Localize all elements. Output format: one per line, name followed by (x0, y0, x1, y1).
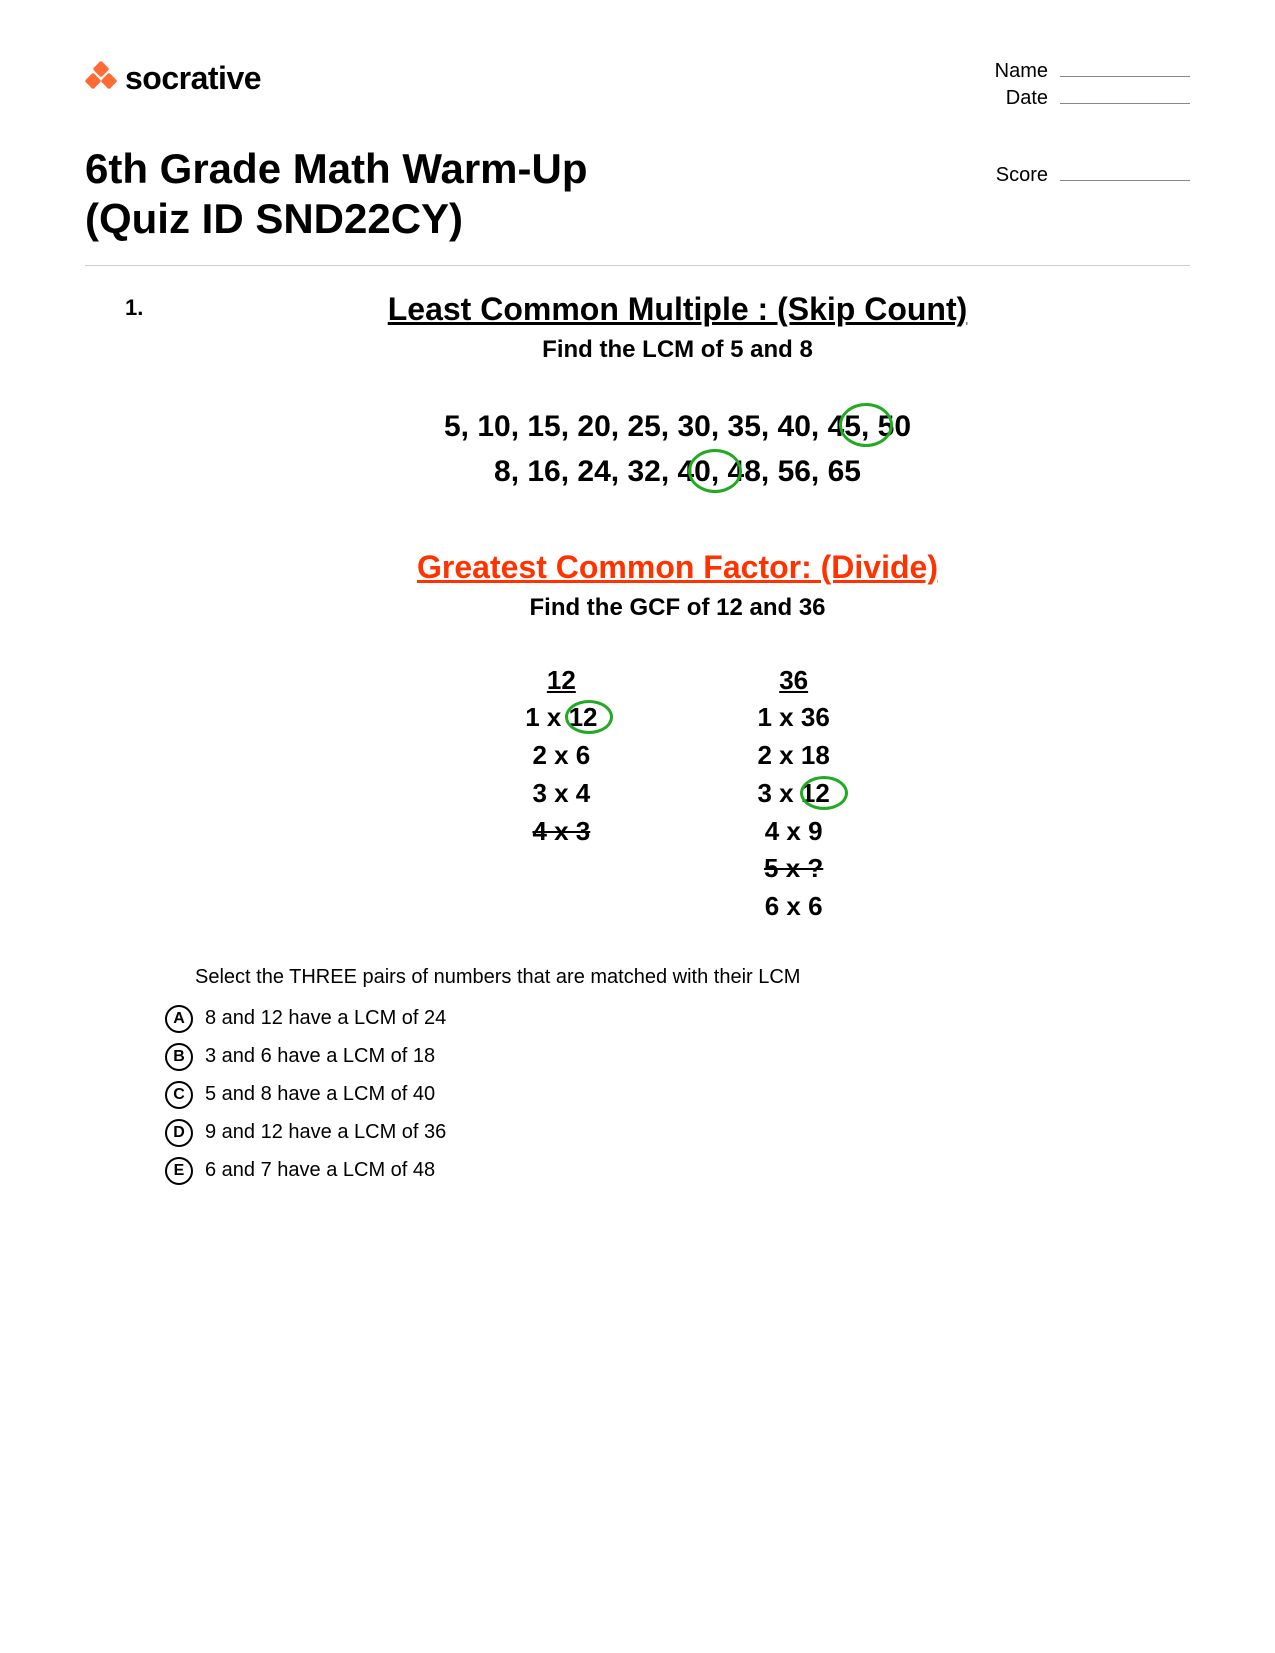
date-label: Date (992, 87, 1056, 110)
choice-e-letter: E (165, 1157, 193, 1185)
col36-r5: 5 x ? (764, 850, 823, 888)
divider (85, 265, 1190, 266)
score-label: Score (992, 164, 1056, 187)
answer-choices: A 8 and 12 have a LCM of 24 B 3 and 6 ha… (165, 1005, 1190, 1185)
question-1: 1. Least Common Multiple : (Skip Count) … (85, 291, 1190, 1195)
col36-r3: 3 x 12 (758, 775, 830, 813)
skip-line-2: 8, 16, 24, 32, 40, 48, 56, 65 (494, 449, 861, 494)
factor-col-36: 36 1 x 36 2 x 18 3 x 12 4 x 9 5 x ? 6 x … (758, 662, 830, 926)
logo-icon (85, 61, 117, 97)
col36-r4: 4 x 9 (765, 813, 823, 851)
question-prompt: Select the THREE pairs of numbers that a… (165, 966, 1190, 989)
col12-r1-text: 1 x 12 (525, 702, 597, 732)
col36-head: 36 (758, 662, 830, 700)
brand-name: socrative (125, 60, 261, 97)
skip-line-1: 5, 10, 15, 20, 25, 30, 35, 40, 45, 50 (444, 404, 911, 449)
choice-a[interactable]: A 8 and 12 have a LCM of 24 (165, 1005, 1190, 1033)
lcm-subheader: Find the LCM of 5 and 8 (165, 336, 1190, 364)
choice-b-letter: B (165, 1043, 193, 1071)
name-line[interactable] (1060, 76, 1190, 77)
quiz-title: 6th Grade Math Warm-Up (Quiz ID SND22CY) (85, 144, 685, 245)
skip-line-2-text: 8, 16, 24, 32, 40, 48, 56, 65 (494, 455, 861, 488)
question-content: Least Common Multiple : (Skip Count) Fin… (165, 291, 1190, 1195)
choice-b[interactable]: B 3 and 6 have a LCM of 18 (165, 1043, 1190, 1071)
gcf-title: Greatest Common Factor: (Divide) (165, 549, 1190, 586)
choice-a-text: 8 and 12 have a LCM of 24 (205, 1007, 446, 1030)
factor-columns: 12 1 x 12 2 x 6 3 x 4 4 x 3 36 1 x 36 2 … (165, 662, 1190, 926)
name-field: Name (992, 60, 1190, 83)
choice-e-text: 6 and 7 have a LCM of 48 (205, 1159, 435, 1182)
col12-r2: 2 x 6 (532, 737, 590, 775)
score-field: Score (992, 164, 1190, 187)
col12-r1: 1 x 12 (525, 699, 597, 737)
col12-r3: 3 x 4 (532, 775, 590, 813)
skip-line-1-text: 5, 10, 15, 20, 25, 30, 35, 40, 45, 50 (444, 410, 911, 443)
col36-r2: 2 x 18 (758, 737, 830, 775)
choice-e[interactable]: E 6 and 7 have a LCM of 48 (165, 1157, 1190, 1185)
col12-r4: 4 x 3 (532, 813, 590, 851)
header: socrative Name Date (85, 60, 1190, 114)
choice-d[interactable]: D 9 and 12 have a LCM of 36 (165, 1119, 1190, 1147)
col36-r3-text: 3 x 12 (758, 778, 830, 808)
lcm-title: Least Common Multiple : (Skip Count) (165, 291, 1190, 328)
col36-r1: 1 x 36 (758, 699, 830, 737)
choice-c[interactable]: C 5 and 8 have a LCM of 40 (165, 1081, 1190, 1109)
choice-a-letter: A (165, 1005, 193, 1033)
question-number: 1. (125, 291, 165, 1195)
col36-r6: 6 x 6 (765, 888, 823, 926)
factor-col-12: 12 1 x 12 2 x 6 3 x 4 4 x 3 (525, 662, 597, 926)
date-line[interactable] (1060, 103, 1190, 104)
choice-b-text: 3 and 6 have a LCM of 18 (205, 1045, 435, 1068)
choice-c-text: 5 and 8 have a LCM of 40 (205, 1083, 435, 1106)
col12-head: 12 (525, 662, 597, 700)
brand-logo: socrative (85, 60, 261, 97)
skip-count-rows: 5, 10, 15, 20, 25, 30, 35, 40, 45, 50 8,… (165, 404, 1190, 494)
gcf-subheader: Find the GCF of 12 and 36 (165, 594, 1190, 622)
date-field: Date (992, 87, 1190, 110)
title-row: 6th Grade Math Warm-Up (Quiz ID SND22CY)… (85, 144, 1190, 245)
choice-d-text: 9 and 12 have a LCM of 36 (205, 1121, 446, 1144)
choice-d-letter: D (165, 1119, 193, 1147)
meta-fields: Name Date (992, 60, 1190, 114)
name-label: Name (992, 60, 1056, 83)
choice-c-letter: C (165, 1081, 193, 1109)
score-line[interactable] (1060, 180, 1190, 181)
